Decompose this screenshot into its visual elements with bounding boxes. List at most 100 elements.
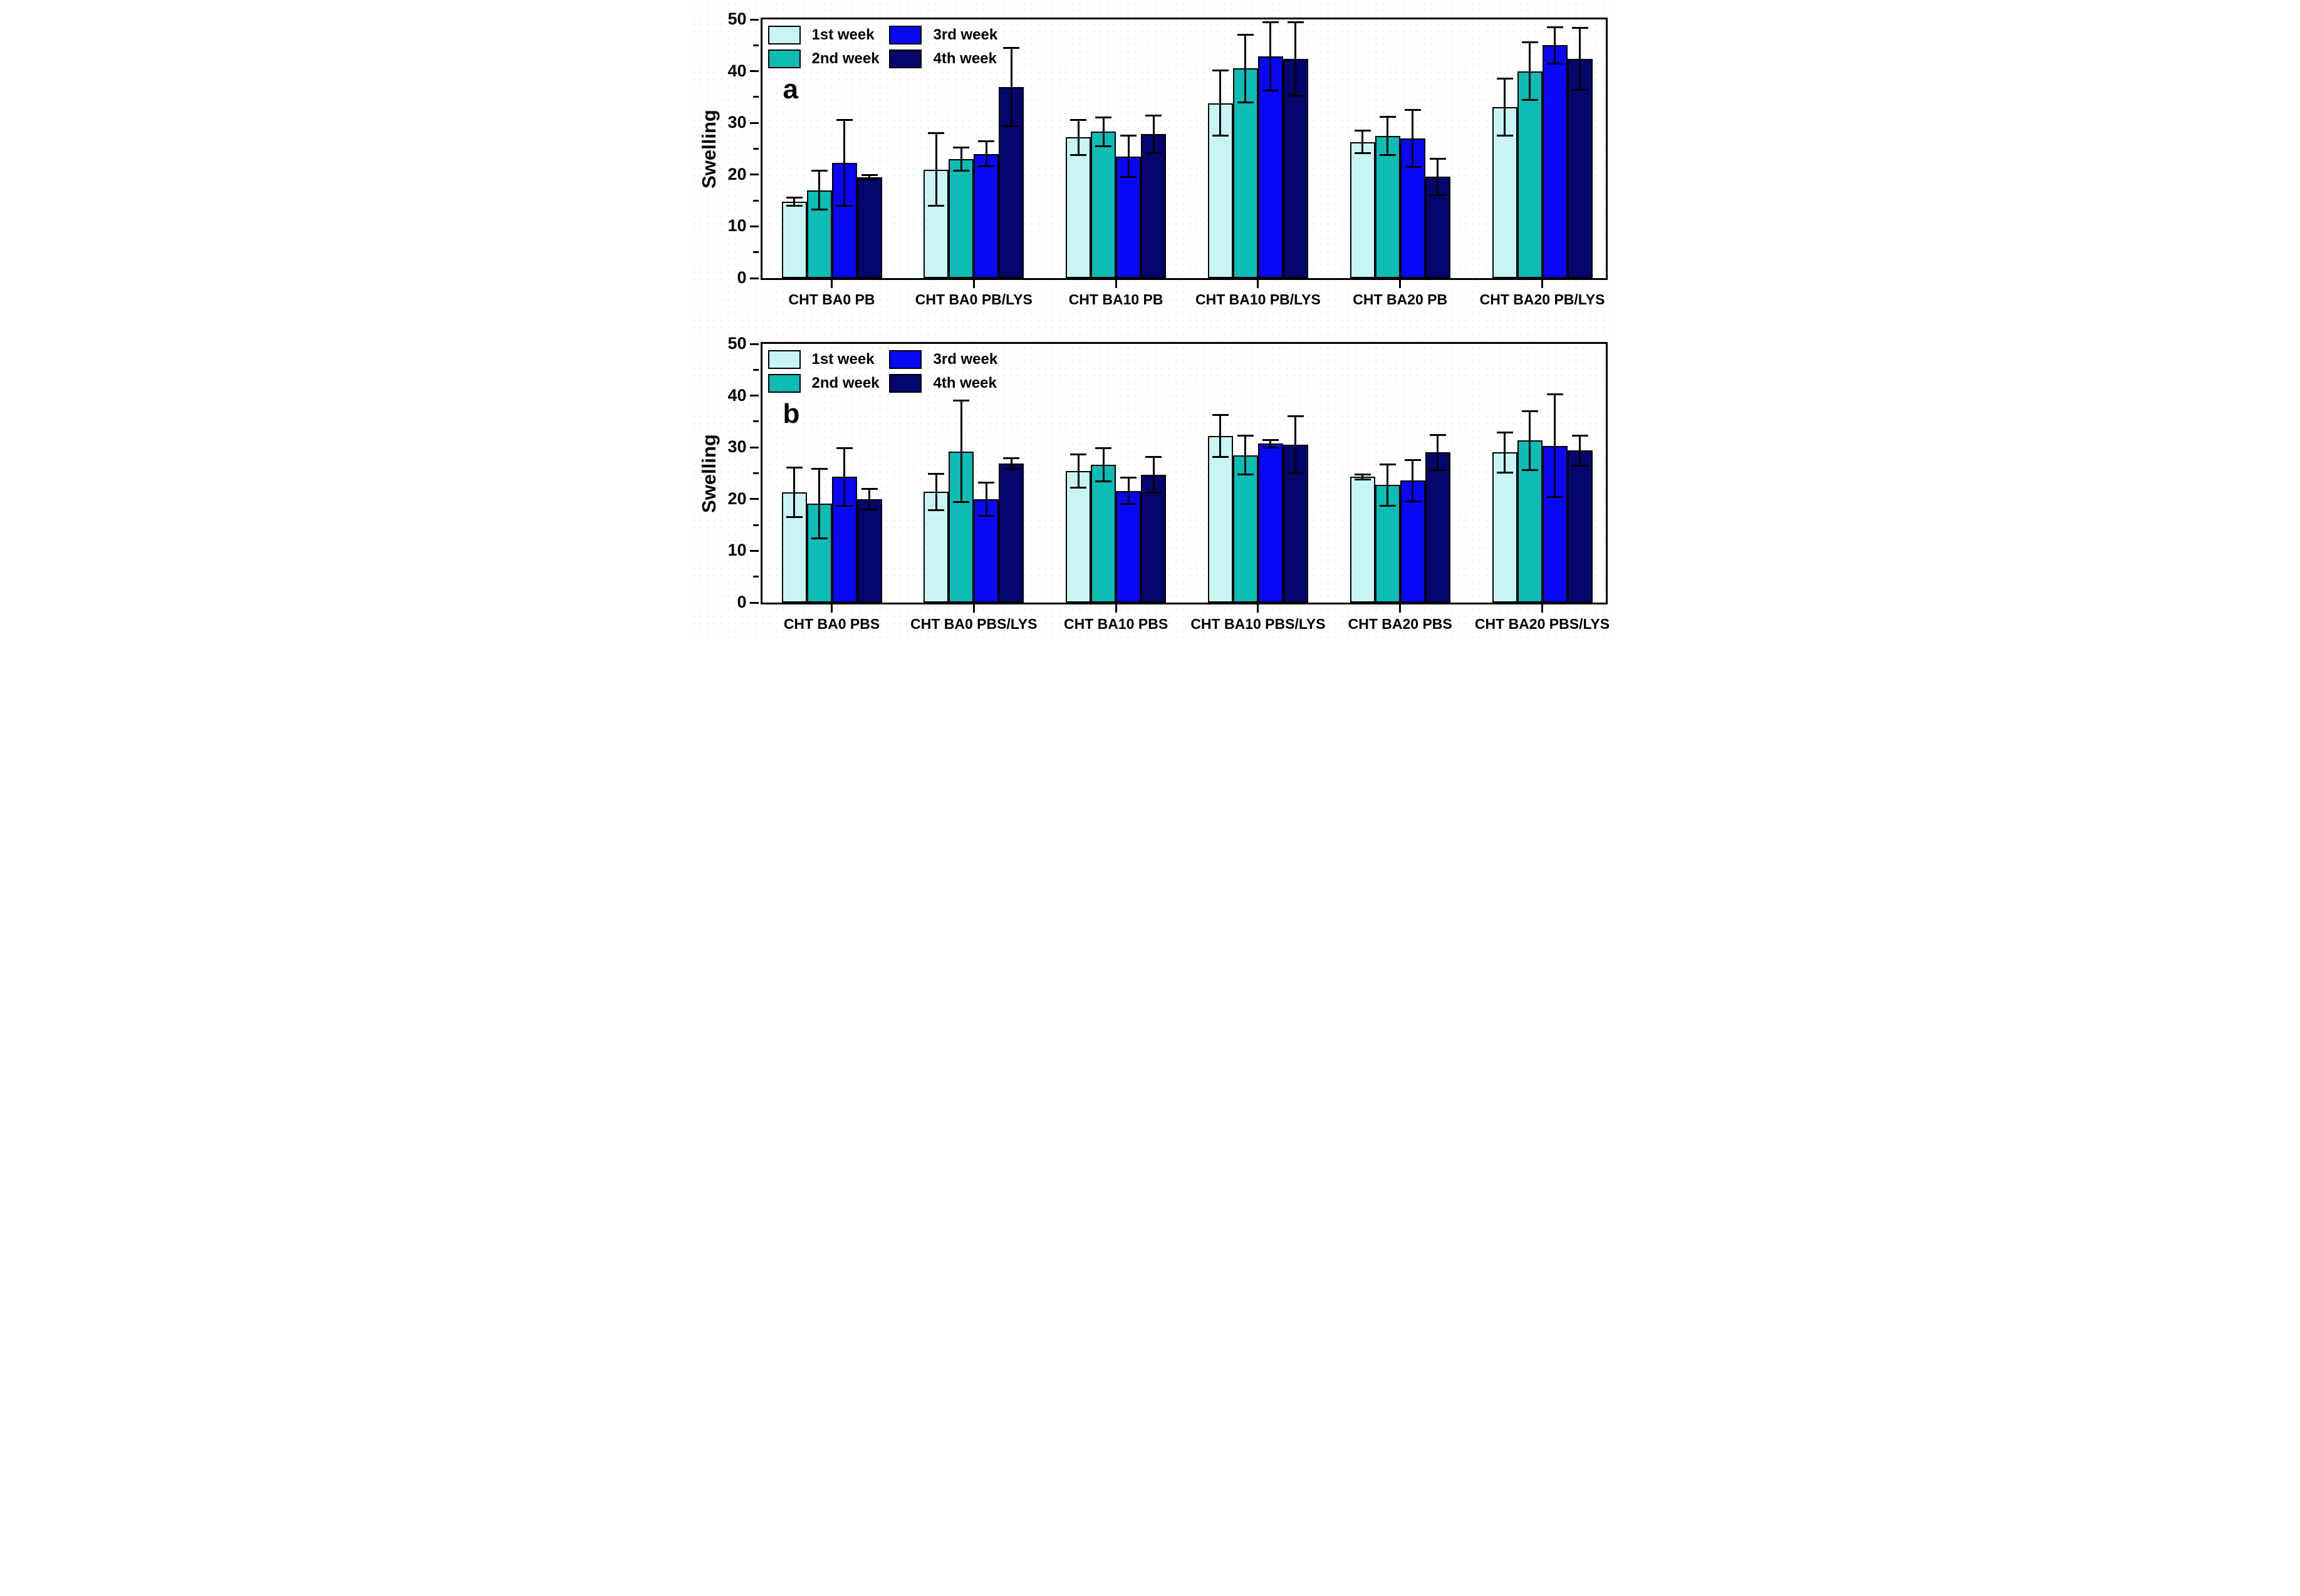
bar-cht-ba20-pbs-4th-week [1425, 452, 1450, 603]
y-tick-label-20-panel-b: 20 [727, 489, 747, 508]
x-tick-cht-ba10-pbs [1115, 604, 1117, 613]
y-tick-20-panel-a [749, 174, 759, 176]
bar-cht-ba0-pbs-4th-week [856, 499, 882, 603]
error-bar-cht-ba20-pbs-lys-1st-week [1504, 432, 1506, 473]
error-cap-top-cht-ba0-pb-lys-4th-week [1003, 46, 1020, 49]
y-tick-25-panel-b [752, 472, 759, 474]
error-bar-cht-ba20-pb-4th-week [1437, 158, 1439, 195]
error-bar-cht-ba10-pb-3rd-week [1127, 135, 1130, 177]
error-bar-cht-ba20-pb-lys-3rd-week [1554, 27, 1556, 64]
error-cap-bottom-cht-ba10-pb-lys-4th-week [1287, 94, 1304, 96]
legend-label-1st-week-panel-b: 1st week [811, 351, 875, 368]
bar-cht-ba10-pb-2nd-week [1091, 132, 1116, 278]
legend-swatch-3rd-week-panel-a [888, 26, 922, 44]
error-cap-top-cht-ba10-pb-3rd-week [1120, 135, 1137, 137]
error-cap-top-cht-ba10-pb-1st-week [1070, 118, 1087, 121]
error-cap-top-cht-ba20-pb-4th-week [1429, 157, 1446, 160]
error-cap-bottom-cht-ba20-pb-lys-4th-week [1571, 88, 1588, 91]
bar-cht-ba10-pbs-lys-3rd-week [1257, 443, 1283, 603]
error-bar-cht-ba20-pb-lys-4th-week [1579, 28, 1581, 90]
legend-label-2nd-week-panel-a: 2nd week [811, 50, 880, 67]
error-cap-bottom-cht-ba10-pbs-2nd-week [1095, 480, 1112, 483]
error-cap-top-cht-ba0-pbs-1st-week [786, 466, 803, 469]
error-cap-bottom-cht-ba10-pbs-lys-2nd-week [1237, 474, 1254, 476]
y-tick-5-panel-a [752, 251, 759, 254]
x-tick-cht-ba20-pbs-lys [1541, 604, 1543, 613]
error-cap-bottom-cht-ba10-pbs-3rd-week [1120, 502, 1137, 505]
bar-cht-ba0-pb-lys-3rd-week [974, 153, 999, 278]
error-cap-top-cht-ba10-pb-2nd-week [1095, 116, 1112, 118]
error-cap-bottom-cht-ba0-pb-lys-4th-week [1003, 125, 1020, 128]
error-cap-bottom-cht-ba20-pbs-2nd-week [1379, 505, 1396, 507]
error-bar-cht-ba20-pb-3rd-week [1412, 110, 1414, 167]
bar-cht-ba10-pbs-lys-2nd-week [1232, 455, 1258, 603]
error-cap-top-cht-ba10-pbs-4th-week [1145, 455, 1162, 458]
bar-cht-ba20-pb-lys-4th-week [1567, 58, 1593, 278]
x-tick-cht-ba20-pbs [1399, 604, 1402, 613]
error-cap-top-cht-ba20-pb-lys-4th-week [1571, 26, 1588, 29]
y-tick-20-panel-b [749, 498, 759, 500]
y-tick-50-panel-b [749, 343, 759, 345]
error-cap-bottom-cht-ba0-pbs-lys-4th-week [1003, 467, 1020, 470]
x-label-cht-ba0-pbs-lys: CHT BA0 PBS/LYS [910, 616, 1038, 632]
y-tick-40-panel-a [749, 70, 759, 73]
error-cap-top-cht-ba10-pbs-3rd-week [1120, 477, 1137, 479]
error-cap-bottom-cht-ba20-pb-3rd-week [1404, 165, 1421, 168]
x-label-cht-ba20-pbs-lys: CHT BA20 PBS/LYS [1474, 616, 1610, 632]
error-bar-cht-ba0-pbs-4th-week [868, 489, 870, 510]
error-bar-cht-ba10-pb-1st-week [1077, 120, 1080, 155]
plot-box-panel-a [760, 18, 1608, 280]
error-cap-bottom-cht-ba20-pb-lys-1st-week [1496, 135, 1513, 137]
legend-label-1st-week-panel-a: 1st week [811, 26, 875, 43]
error-cap-top-cht-ba20-pbs-lys-1st-week [1496, 431, 1513, 433]
error-bar-cht-ba20-pbs-lys-3rd-week [1554, 394, 1556, 497]
error-cap-top-cht-ba10-pb-lys-3rd-week [1262, 21, 1279, 24]
y-tick-label-0-panel-a: 0 [737, 268, 747, 287]
error-cap-top-cht-ba20-pb-2nd-week [1379, 115, 1396, 118]
error-cap-top-cht-ba10-pb-lys-4th-week [1287, 21, 1304, 23]
bar-cht-ba10-pbs-3rd-week [1116, 490, 1142, 603]
error-bar-cht-ba20-pbs-lys-2nd-week [1529, 411, 1531, 470]
error-cap-bottom-cht-ba0-pbs-lys-1st-week [928, 509, 945, 511]
x-tick-cht-ba20-pb-lys [1541, 280, 1543, 288]
error-cap-bottom-cht-ba0-pbs-1st-week [786, 516, 803, 519]
error-cap-top-cht-ba20-pbs-lys-4th-week [1571, 434, 1588, 437]
error-cap-top-cht-ba20-pbs-2nd-week [1379, 463, 1396, 465]
error-cap-top-cht-ba10-pb-4th-week [1145, 115, 1162, 117]
error-cap-top-cht-ba10-pb-lys-2nd-week [1237, 34, 1254, 36]
bar-cht-ba20-pbs-1st-week [1350, 477, 1375, 603]
error-bar-cht-ba20-pb-lys-2nd-week [1529, 42, 1531, 100]
error-cap-bottom-cht-ba10-pb-4th-week [1145, 152, 1162, 154]
plot-box-panel-b [760, 342, 1608, 604]
error-cap-bottom-cht-ba0-pb-lys-2nd-week [953, 169, 970, 172]
error-cap-top-cht-ba10-pbs-lys-2nd-week [1237, 434, 1254, 437]
error-cap-bottom-cht-ba0-pb-lys-1st-week [928, 204, 945, 207]
y-tick-30-panel-b [749, 446, 759, 448]
bar-cht-ba10-pbs-2nd-week [1091, 465, 1116, 603]
legend-swatch-1st-week-panel-b [768, 350, 801, 369]
error-cap-bottom-cht-ba10-pbs-lys-3rd-week [1262, 446, 1279, 448]
bar-cht-ba10-pb-1st-week [1066, 137, 1091, 278]
error-cap-bottom-cht-ba20-pbs-4th-week [1429, 469, 1446, 472]
y-tick-label-30-panel-b: 30 [727, 437, 747, 457]
bar-cht-ba10-pbs-lys-4th-week [1283, 445, 1308, 603]
x-tick-cht-ba10-pb [1115, 280, 1117, 288]
error-cap-bottom-cht-ba0-pb-2nd-week [811, 209, 828, 211]
error-cap-top-cht-ba10-pbs-lys-1st-week [1212, 414, 1229, 417]
error-cap-bottom-cht-ba20-pbs-3rd-week [1404, 500, 1421, 502]
error-cap-bottom-cht-ba0-pbs-lys-2nd-week [953, 501, 970, 504]
error-bar-cht-ba20-pbs-4th-week [1437, 435, 1439, 470]
x-label-cht-ba0-pbs: CHT BA0 PBS [783, 616, 880, 632]
error-bar-cht-ba0-pb-3rd-week [843, 120, 845, 206]
y-tick-15-panel-a [752, 199, 759, 202]
error-bar-cht-ba0-pb-lys-3rd-week [985, 141, 987, 167]
error-bar-cht-ba20-pbs-lys-4th-week [1579, 435, 1581, 466]
error-bar-cht-ba10-pb-lys-1st-week [1219, 70, 1222, 136]
error-cap-bottom-cht-ba10-pbs-1st-week [1070, 487, 1087, 489]
panel-letter-a: a [783, 74, 798, 105]
bar-cht-ba20-pb-lys-1st-week [1492, 107, 1517, 278]
error-cap-bottom-cht-ba10-pb-2nd-week [1095, 145, 1112, 147]
error-cap-top-cht-ba20-pb-lys-3rd-week [1546, 26, 1563, 28]
legend-swatch-2nd-week-panel-b [768, 374, 801, 393]
error-bar-cht-ba20-pbs-3rd-week [1412, 460, 1414, 502]
